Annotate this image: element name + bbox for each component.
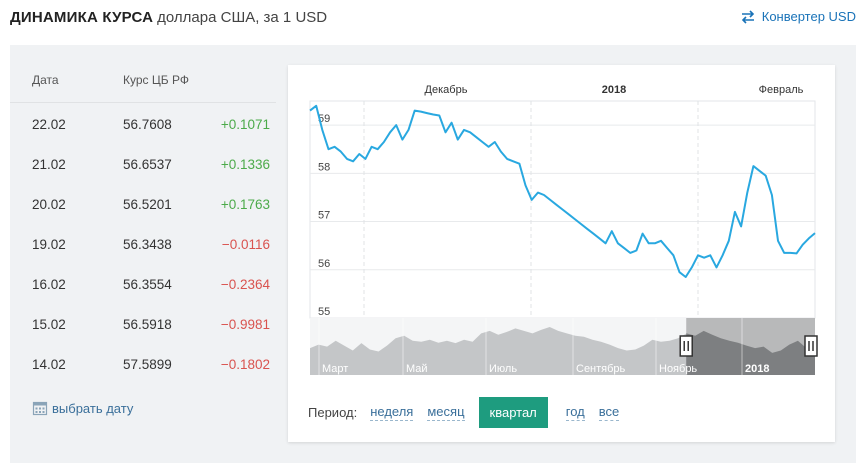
top-axis-label: 2018 xyxy=(602,84,626,96)
y-tick-label: 55 xyxy=(318,306,330,318)
table-header: Дата Курс ЦБ РФ xyxy=(10,45,276,103)
period-option[interactable]: неделя xyxy=(370,404,414,421)
navigator-label: Июль xyxy=(489,363,517,375)
pick-date-link[interactable]: выбрать дату xyxy=(32,400,133,416)
chart-card: 59 58 57 56 55 Декабрь 2018 Февраль Март Май Июль С… xyxy=(288,65,835,442)
period-label: Период: xyxy=(308,405,358,420)
row-change: −0.1802 xyxy=(220,357,270,372)
table-row: 14.02 57.5899 −0.1802 xyxy=(10,344,276,384)
row-date: 22.02 xyxy=(32,117,66,132)
page-title: ДИНАМИКА КУРСА доллара США, за 1 USD xyxy=(10,9,327,26)
converter-link[interactable]: Конвертер USD xyxy=(740,9,856,24)
row-change: +0.1763 xyxy=(220,197,270,212)
row-date: 15.02 xyxy=(32,317,66,332)
row-date: 20.02 xyxy=(32,197,66,212)
navigator-label: Март xyxy=(322,363,348,375)
row-date: 19.02 xyxy=(32,237,66,252)
row-rate: 56.7608 xyxy=(123,117,172,132)
row-rate: 57.5899 xyxy=(123,357,172,372)
y-tick-label: 58 xyxy=(318,161,330,173)
table-row: 21.02 56.6537 +0.1336 xyxy=(10,144,276,184)
table-row: 19.02 56.3438 −0.0116 xyxy=(10,224,276,264)
navigator-label: Май xyxy=(406,363,428,375)
title-sub: доллара США, за 1 USD xyxy=(157,9,328,26)
calendar-icon xyxy=(32,401,48,416)
series-line xyxy=(309,104,816,278)
table-row: 20.02 56.5201 +0.1763 xyxy=(10,184,276,224)
row-change: −0.2364 xyxy=(220,277,270,292)
row-rate: 56.3554 xyxy=(123,277,172,292)
title-main: ДИНАМИКА КУРСА xyxy=(10,9,154,26)
period-option[interactable]: квартал xyxy=(478,397,548,428)
row-rate: 56.6537 xyxy=(123,157,172,172)
row-rate: 56.5201 xyxy=(123,197,172,212)
period-selector: Период: неделя месяц квартал год все xyxy=(308,397,633,428)
navigator-window-area xyxy=(686,330,815,375)
navigator-handle-left[interactable] xyxy=(679,335,693,357)
row-change: −0.0116 xyxy=(221,237,270,252)
row-date: 16.02 xyxy=(32,277,66,292)
period-option[interactable]: месяц xyxy=(427,404,465,421)
col-rate-header: Курс ЦБ РФ xyxy=(123,73,189,87)
row-change: +0.1071 xyxy=(220,117,270,132)
row-change: +0.1336 xyxy=(220,157,270,172)
navigator-label: Сентябрь xyxy=(576,363,626,375)
col-date-header: Дата xyxy=(32,73,59,87)
period-option[interactable]: все xyxy=(598,404,620,421)
table-row: 15.02 56.5918 −0.9981 xyxy=(10,304,276,344)
table-row: 16.02 56.3554 −0.2364 xyxy=(10,264,276,304)
row-rate: 56.5918 xyxy=(123,317,172,332)
row-date: 14.02 xyxy=(32,357,66,372)
converter-label: Конвертер USD xyxy=(761,9,856,24)
row-date: 21.02 xyxy=(32,157,66,172)
row-change: −0.9981 xyxy=(220,317,270,332)
pick-date-label: выбрать дату xyxy=(52,400,134,416)
rate-table: 22.02 56.7608 +0.1071 21.02 56.6537 +0.1336 20… xyxy=(10,104,276,384)
navigator-handle-right[interactable] xyxy=(804,335,818,357)
y-tick-label: 57 xyxy=(318,210,330,222)
swap-arrows-icon xyxy=(741,9,754,24)
rate-panel: Дата Курс ЦБ РФ 22.02 56.7608 +0.1071 21.02… xyxy=(10,45,856,463)
table-row: 22.02 56.7608 +0.1071 xyxy=(10,104,276,144)
period-option[interactable]: год xyxy=(565,404,585,421)
top-axis-label: Февраль xyxy=(759,84,804,96)
row-rate: 56.3438 xyxy=(123,237,172,252)
navigator-label: 2018 xyxy=(745,363,769,375)
y-tick-label: 56 xyxy=(318,258,330,270)
top-axis-label: Декабрь xyxy=(425,84,468,96)
navigator-label: Ноябрь xyxy=(659,363,697,375)
